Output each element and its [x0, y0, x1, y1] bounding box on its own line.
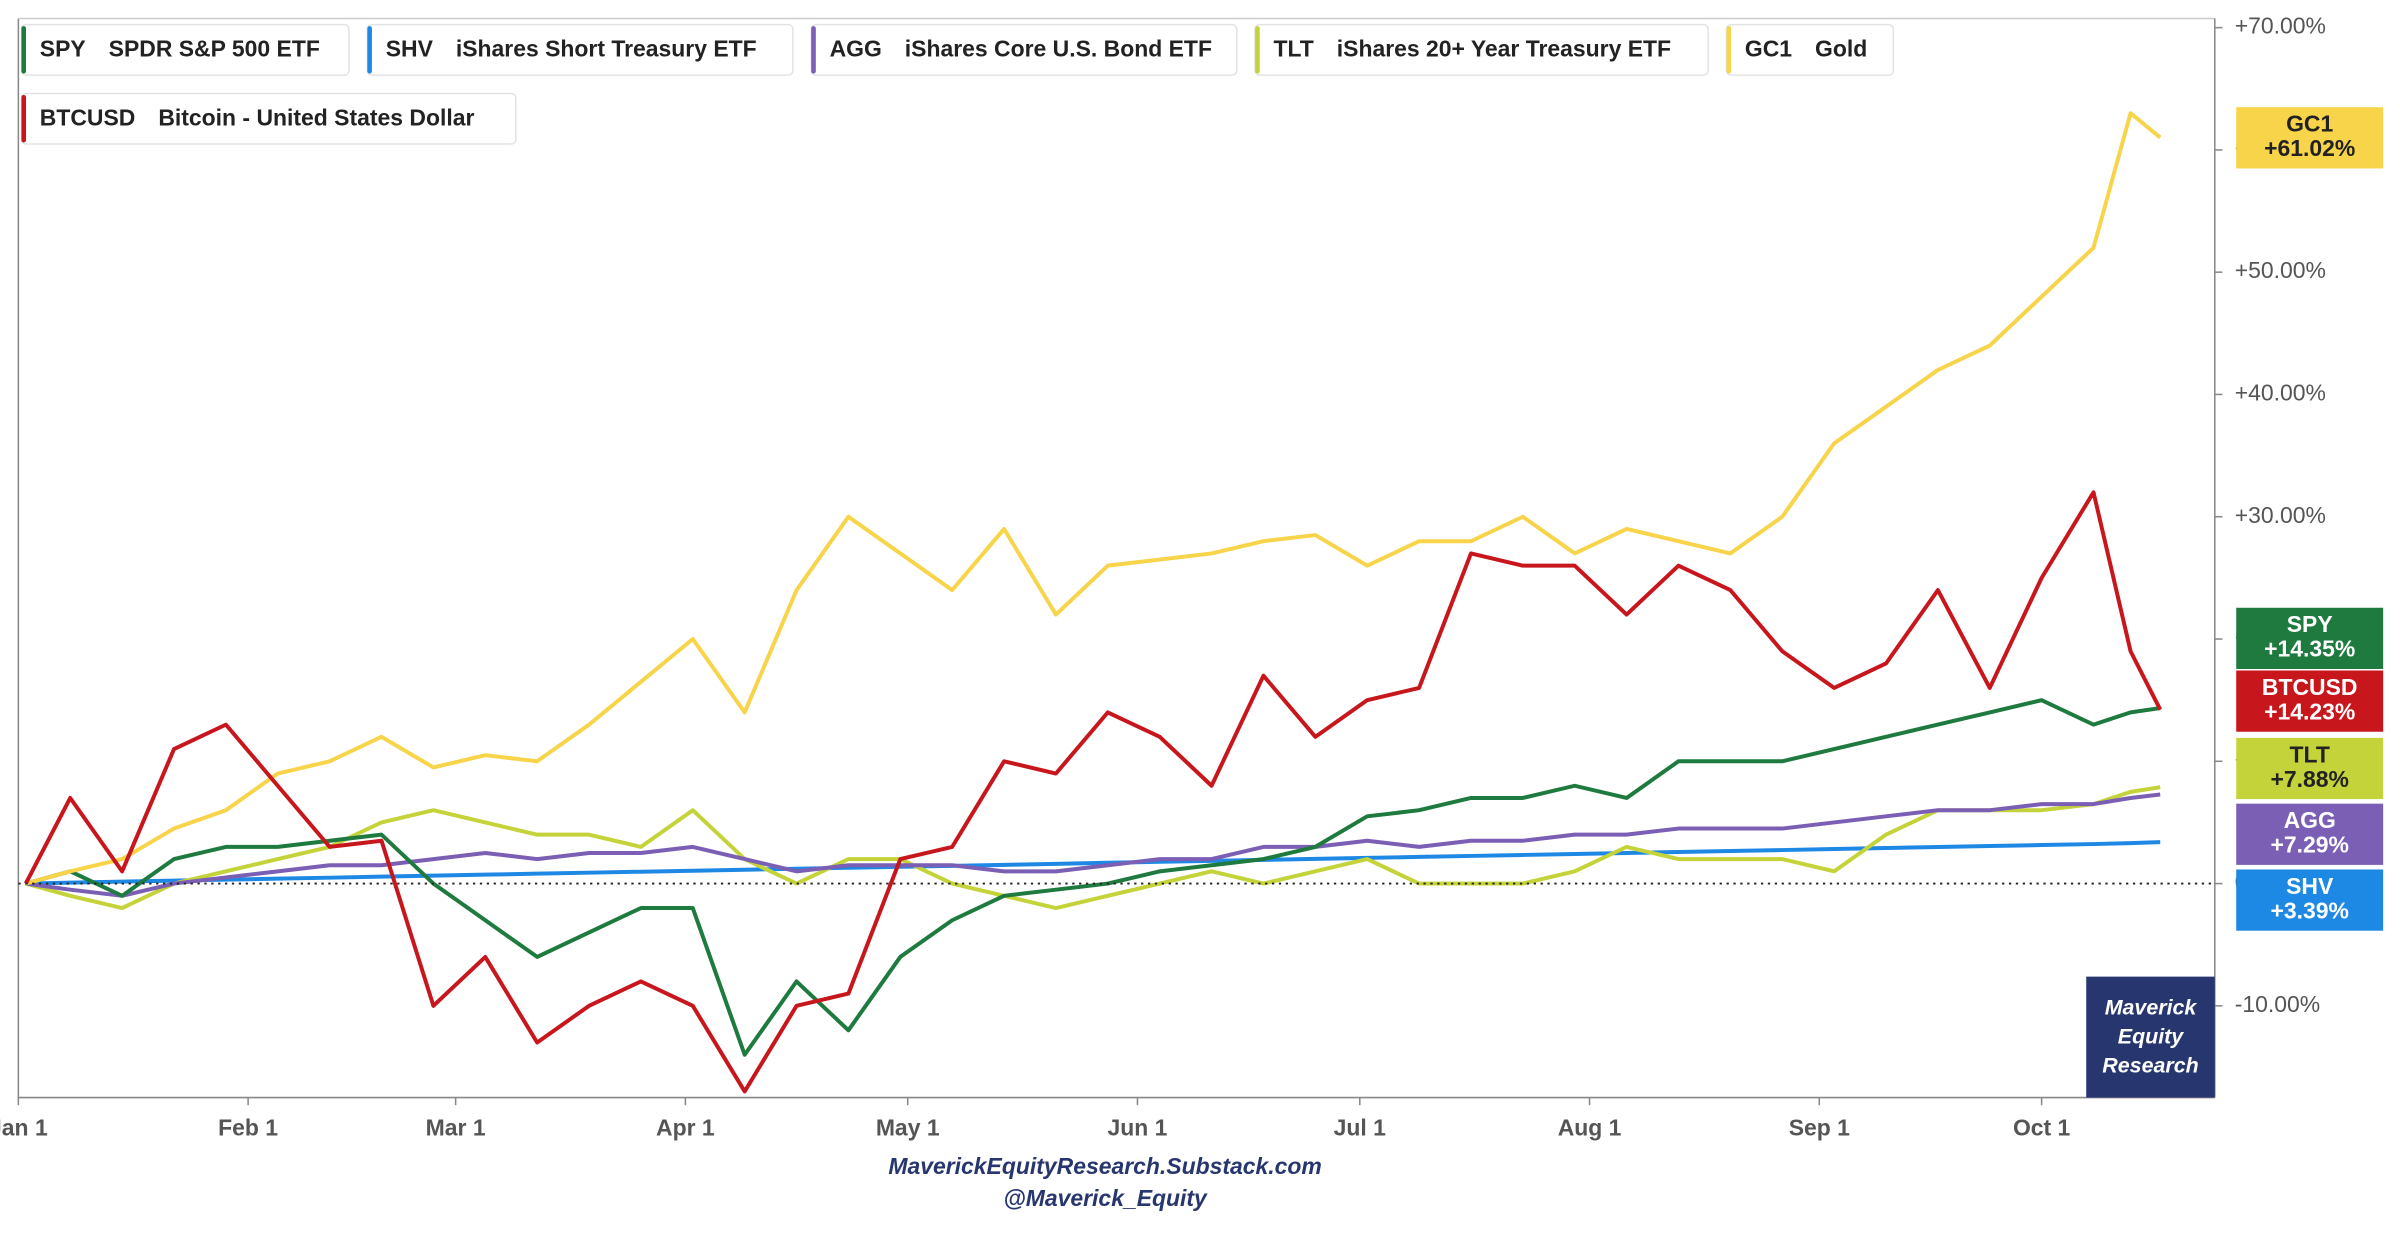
legend-swatch	[1726, 26, 1732, 74]
x-tick-label: Sep 1	[1789, 1115, 1850, 1141]
end-label-box	[2236, 607, 2384, 669]
series-line	[24, 490, 2162, 1094]
end-label-box	[2236, 670, 2384, 732]
legend-ticker: SPY	[40, 36, 86, 62]
legend-swatch	[367, 26, 372, 74]
y-tick-label: +50.00%	[2235, 257, 2326, 283]
y-tick-label: -10.00%	[2235, 991, 2320, 1017]
watermark-text: Equity	[2118, 1025, 2185, 1049]
x-tick-label: Apr 1	[656, 1115, 715, 1141]
legend-ticker: SHV	[386, 36, 434, 62]
legend-ticker: TLT	[1273, 36, 1313, 62]
end-label-value: +14.35%	[2264, 636, 2355, 662]
end-label-value: +7.88%	[2270, 766, 2348, 792]
x-tick-label: Feb 1	[218, 1115, 278, 1141]
legend-name: SPDR S&P 500 ETF	[109, 36, 320, 62]
x-tick-label: Oct 1	[2013, 1115, 2071, 1141]
legend-box	[366, 23, 794, 76]
end-label-value: +14.23%	[2264, 698, 2355, 724]
legend-name: Gold	[1815, 36, 1867, 62]
legend-swatch	[811, 26, 816, 74]
end-label-box	[2236, 737, 2384, 800]
end-label-value: +7.29%	[2270, 832, 2348, 858]
legend-name: iShares Short Treasury ETF	[456, 36, 757, 62]
series-line	[25, 785, 2161, 911]
watermark-box	[2086, 976, 2215, 1098]
series-line	[25, 111, 2162, 886]
end-label-box	[2236, 869, 2384, 931]
legend-swatch	[21, 26, 27, 74]
end-label-value: +61.02%	[2264, 135, 2355, 161]
series-line	[25, 792, 2161, 898]
legend-ticker: GC1	[1745, 36, 1792, 62]
y-tick-label: +30.00%	[2235, 502, 2326, 528]
legend-name: iShares Core U.S. Bond ETF	[905, 36, 1212, 62]
x-tick-label: Jun 1	[1108, 1115, 1168, 1141]
plot-area	[24, 111, 2162, 1094]
x-tick-label: Aug 1	[1558, 1115, 1622, 1141]
y-tick-label: +40.00%	[2235, 380, 2326, 406]
end-label-ticker: SHV	[2286, 873, 2334, 899]
end-label-value: +3.39%	[2270, 897, 2348, 923]
end-label-box	[2236, 107, 2384, 169]
x-tick-label: Jul 1	[1334, 1115, 1387, 1141]
legend-name: Bitcoin - United States Dollar	[158, 105, 474, 131]
legend-swatch	[1255, 26, 1260, 74]
end-label-ticker: SPY	[2287, 611, 2333, 637]
end-label-box	[2236, 803, 2384, 865]
x-tick-label: Jan 1	[0, 1115, 48, 1141]
y-tick-label: +70.00%	[2235, 13, 2326, 39]
end-label-ticker: GC1	[2286, 111, 2333, 137]
end-label-ticker: TLT	[2290, 741, 2330, 767]
end-label-ticker: AGG	[2284, 807, 2336, 833]
legend-ticker: BTCUSD	[40, 105, 136, 131]
legend-ticker: AGG	[830, 36, 882, 62]
legend-swatch	[21, 95, 27, 143]
footer-text: @Maverick_Equity	[1003, 1185, 1208, 1211]
watermark-text: Research	[2102, 1054, 2198, 1078]
footer-text: MaverickEquityResearch.Substack.com	[888, 1153, 1321, 1179]
x-tick-label: Mar 1	[426, 1115, 486, 1141]
x-tick-label: May 1	[876, 1115, 940, 1141]
watermark-text: Maverick	[2105, 995, 2198, 1019]
legend-name: iShares 20+ Year Treasury ETF	[1337, 36, 1671, 62]
end-label-ticker: BTCUSD	[2262, 674, 2358, 700]
series-line	[25, 840, 2161, 886]
